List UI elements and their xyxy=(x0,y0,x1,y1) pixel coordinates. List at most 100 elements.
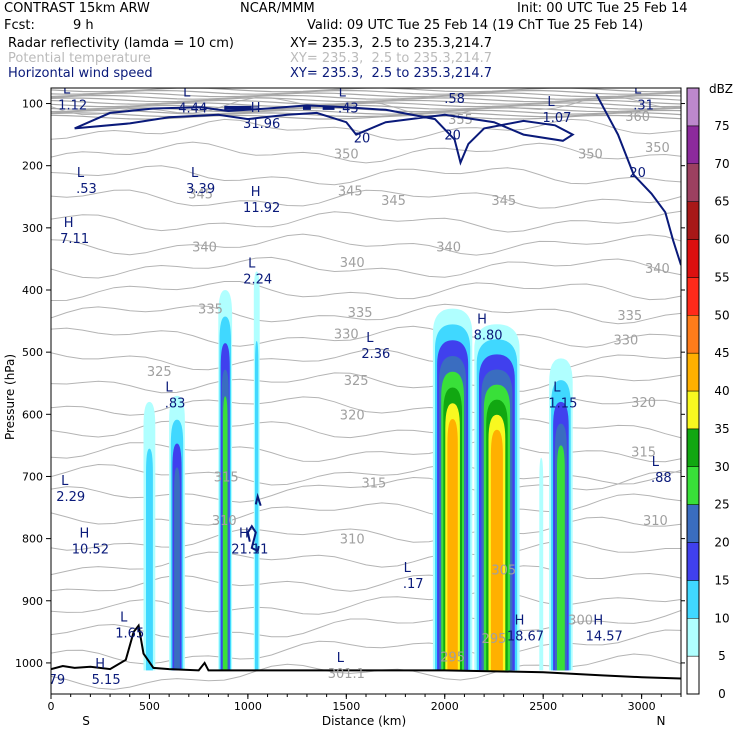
extremum-type: H xyxy=(79,527,89,542)
extremum-value: 1.12 xyxy=(58,98,87,113)
reflectivity-level xyxy=(490,429,503,671)
theta-label: 325 xyxy=(344,374,369,389)
colorbar-swatch xyxy=(686,352,700,392)
extremum-value: 1.07 xyxy=(542,111,571,126)
y-tick-label: 700 xyxy=(22,470,43,483)
extremum-type: L xyxy=(547,95,555,110)
extremum-type: L xyxy=(63,82,71,97)
extremum-label: L1.12 xyxy=(58,82,87,113)
reflectivity-cell xyxy=(432,308,473,671)
theta-contour xyxy=(51,463,681,486)
colorbar-unit: dBZ xyxy=(709,82,733,96)
theta-contour xyxy=(51,372,681,394)
extremum-label: H18.67 xyxy=(507,614,544,645)
field-3-xy: XY= 235.3, 2.5 to 235.3,214.7 xyxy=(290,66,493,81)
colorbar-label: 50 xyxy=(714,308,729,322)
extremum-type: H xyxy=(251,101,261,116)
extremum-type: H xyxy=(95,657,105,672)
extremum-value: 301.1 xyxy=(328,667,365,682)
colorbar-label: 35 xyxy=(714,422,729,436)
extremum-label: L.83 xyxy=(165,381,186,412)
theta-contour xyxy=(51,516,681,551)
theta-label: 330 xyxy=(613,334,638,349)
init-time: Init: 00 UTC Tue 25 Feb 14 xyxy=(517,1,688,16)
colorbar-label: 10 xyxy=(714,611,729,625)
extremum-label: H31.96 xyxy=(243,101,280,132)
extremum-value: 10.52 xyxy=(72,543,109,558)
theta-contour xyxy=(51,348,681,371)
extremum-label: L.88 xyxy=(651,455,672,486)
colorbar-swatch xyxy=(686,87,700,127)
y-tick-label: 300 xyxy=(22,222,43,235)
y-tick-label: 1000 xyxy=(15,657,43,670)
y-tick-label: 200 xyxy=(22,160,43,173)
field-2-xy: XY= 235.3, 2.5 to 235.3,214.7 xyxy=(290,51,493,66)
extremum-value: 1.65 xyxy=(115,627,144,642)
extremum-label: L2.36 xyxy=(361,331,390,362)
colorbar-label: 75 xyxy=(714,119,729,133)
extremum-label: H10.52 xyxy=(72,527,109,558)
y-tick-label: 800 xyxy=(22,533,43,546)
colorbar-label: 25 xyxy=(714,498,729,512)
theta-label: 315 xyxy=(214,470,239,485)
fcst-label: Fcst: xyxy=(4,18,35,33)
extremum-value: .83 xyxy=(165,397,186,412)
theta-label: 340 xyxy=(192,240,217,255)
theta-contour xyxy=(51,590,681,615)
north-label: N xyxy=(657,714,666,728)
extremum-value: 3.39 xyxy=(186,182,215,197)
colorbar-swatch xyxy=(686,428,700,467)
reflectivity-cell xyxy=(143,401,156,671)
theta-label: 315 xyxy=(361,477,386,492)
reflectivity-cell xyxy=(539,457,544,671)
reflectivity-fill xyxy=(143,271,573,671)
theta-label: 295 xyxy=(440,651,465,666)
extremum-type: L xyxy=(404,561,412,576)
extremum-type: H xyxy=(477,312,487,327)
reflectivity-level xyxy=(146,448,153,671)
wind-contour-label: 20 xyxy=(444,129,461,144)
theta-label: 360 xyxy=(625,110,650,125)
extremum-label: 79 xyxy=(51,673,65,688)
field-2-name: Potential temperature xyxy=(8,51,151,66)
extremum-label: H21.11 xyxy=(231,527,268,558)
colorbar-label: 45 xyxy=(714,346,729,360)
x-tick-label: 1500 xyxy=(332,700,360,713)
extremum-value: 1.15 xyxy=(548,397,577,412)
reflectivity-cell xyxy=(218,290,233,671)
reflectivity-level xyxy=(255,341,259,671)
theta-contours xyxy=(51,88,681,690)
extremum-type: L xyxy=(191,166,199,181)
extremum-value: 14.57 xyxy=(586,630,623,645)
reflectivity-level xyxy=(539,457,544,671)
extremum-value: .43 xyxy=(338,101,359,116)
theta-label: 310 xyxy=(340,533,365,548)
theta-label: 345 xyxy=(188,188,213,203)
colorbar-swatch xyxy=(686,201,700,240)
extremum-value: 2.36 xyxy=(361,347,390,362)
theta-contour xyxy=(51,141,681,164)
extremum-value: 2.24 xyxy=(243,272,272,287)
extremum-value: .53 xyxy=(76,182,97,197)
extremum-value: 4.44 xyxy=(178,101,207,116)
model-title: CONTRAST 15km ARW xyxy=(4,1,150,16)
theta-label: 330 xyxy=(334,328,359,343)
wind-contour xyxy=(246,524,260,553)
theta-contour xyxy=(51,165,681,186)
wind-contour xyxy=(595,93,681,266)
theta-contour xyxy=(51,256,681,279)
y-tick-label: 900 xyxy=(22,595,43,608)
colorbar-swatch xyxy=(686,466,700,505)
extremum-value: 31.96 xyxy=(243,117,280,132)
reflectivity-level xyxy=(174,467,180,671)
colorbar-label: 30 xyxy=(714,460,729,474)
x-tick-label: 2000 xyxy=(431,700,459,713)
extremum-type: H xyxy=(515,614,525,629)
theta-contour xyxy=(51,233,681,256)
extremum-value: .88 xyxy=(651,471,672,486)
wind-contour-label: 20 xyxy=(354,132,371,147)
colorbar-label: 60 xyxy=(714,233,729,247)
extremum-type: L xyxy=(165,381,173,396)
